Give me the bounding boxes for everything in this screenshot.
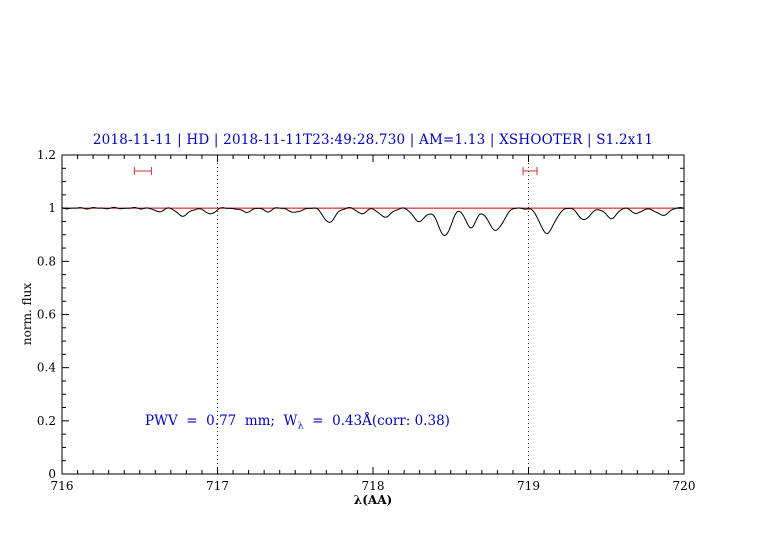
axes-box: [61, 154, 685, 475]
line-region-marker: [522, 166, 538, 175]
spectrum-line: [61, 206, 685, 236]
y-tick-label: 0.8: [37, 254, 56, 268]
y-tick-label: 1.2: [37, 148, 56, 162]
pwv-annotation-suffix: = 0.43Å(corr: 0.38): [303, 413, 450, 429]
pwv-annotation-prefix: PWV = 0.77 mm; W: [145, 413, 298, 429]
plot-title: 2018-11-11 | HD | 2018-11-11T23:49:28.73…: [92, 132, 654, 148]
x-axis-label: λ(AA): [353, 493, 393, 507]
y-tick-label: 0.6: [37, 308, 56, 322]
x-tick-label: 717: [206, 479, 229, 493]
pwv-annotation-lambda-subscript: λ: [297, 420, 304, 432]
x-tick-label: 720: [673, 479, 696, 493]
x-tick-label: 718: [362, 479, 385, 493]
line-region-marker: [133, 166, 152, 175]
y-tick-label: 0: [48, 467, 56, 481]
x-tick-label: 719: [517, 479, 540, 493]
y-tick-label: 0.2: [37, 414, 56, 428]
y-tick-label: 0.4: [37, 361, 56, 375]
x-tick-label: 716: [51, 479, 74, 493]
pwv-annotation: PWV = 0.77 mm; Wλ = 0.43Å(corr: 0.38): [145, 413, 450, 432]
y-tick-label: 1: [48, 201, 56, 215]
